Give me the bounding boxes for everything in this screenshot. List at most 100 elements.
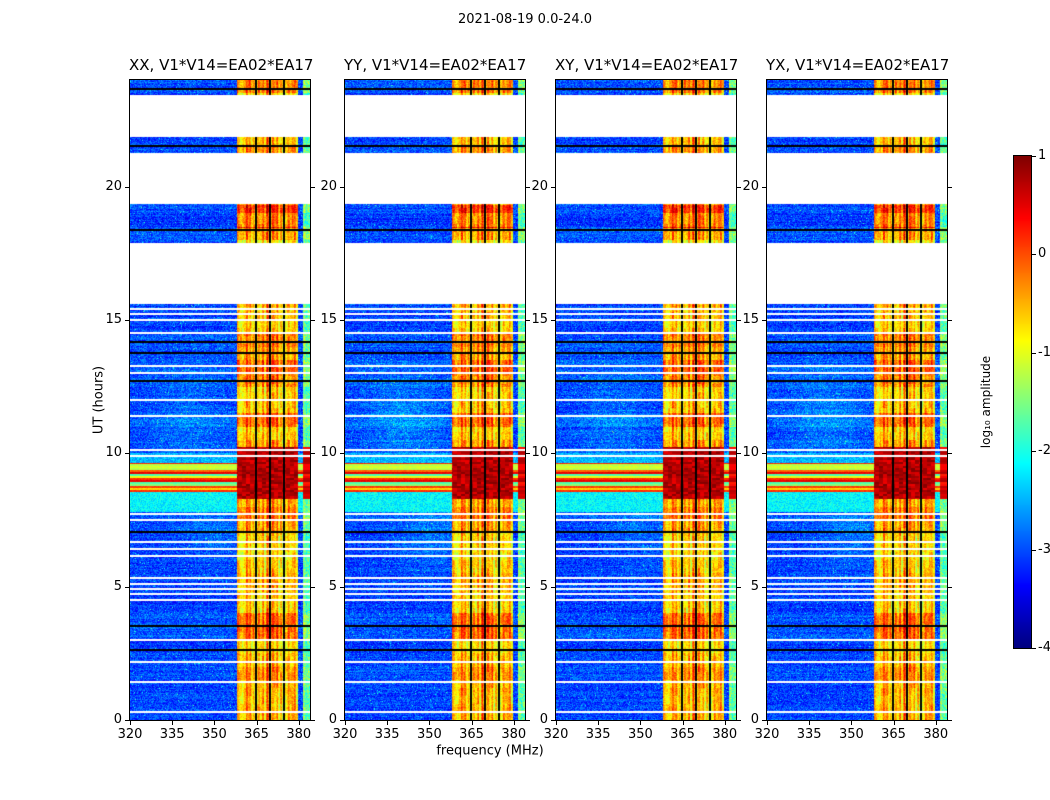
x-tick: [640, 721, 642, 725]
y-tick-label: 5: [750, 578, 759, 594]
y-tick: [551, 586, 555, 588]
y-tick: [551, 453, 555, 455]
y-tick-label: 20: [105, 178, 122, 194]
y-axis-label: UT (hours): [91, 365, 107, 435]
x-tick: [598, 721, 600, 725]
y-tick-label: 10: [105, 445, 122, 461]
x-tick-label: 380: [501, 727, 527, 742]
x-tick-label: 320: [754, 727, 780, 742]
colorbar-label: log₁₀ amplitude: [979, 355, 993, 449]
y-tick: [737, 720, 741, 721]
y-tick: [762, 186, 766, 188]
x-tick: [724, 721, 726, 725]
x-tick-label: 365: [244, 727, 269, 742]
colorbar-tick: [1032, 451, 1036, 453]
y-tick: [948, 320, 952, 321]
y-tick-label: 15: [742, 312, 759, 327]
y-tick-label: 15: [105, 312, 122, 327]
y-tick: [762, 720, 766, 721]
y-tick: [340, 453, 344, 455]
y-tick-label: 10: [320, 445, 337, 461]
x-tick-label: 380: [712, 727, 738, 742]
y-tick: [737, 186, 741, 188]
x-tick: [935, 721, 937, 725]
colorbar-tick-label: 1: [1038, 148, 1047, 163]
x-tick-label: 365: [881, 727, 906, 742]
x-axis-label: frequency (MHz): [436, 743, 544, 759]
x-tick-label: 320: [117, 727, 143, 742]
y-tick: [125, 720, 129, 721]
y-tick-label: 0: [113, 712, 122, 727]
x-tick: [893, 721, 895, 725]
x-tick: [387, 721, 389, 725]
x-tick-label: 365: [459, 727, 484, 742]
x-tick: [851, 721, 853, 725]
y-tick-label: 20: [320, 178, 337, 194]
y-tick: [311, 720, 315, 721]
x-tick: [429, 721, 431, 725]
x-tick: [214, 721, 216, 725]
y-tick: [125, 453, 129, 455]
panel-title-yy: YY, V1*V14=EA02*EA17: [344, 56, 527, 74]
colorbar-tick-label: -4: [1038, 640, 1050, 655]
x-tick-label: 320: [332, 727, 358, 742]
y-tick: [340, 320, 344, 321]
colorbar-tick-label: -2: [1038, 443, 1050, 459]
x-tick: [256, 721, 258, 725]
y-tick-label: 15: [320, 312, 337, 327]
spectrogram-panel-xx: [129, 79, 311, 721]
x-tick: [130, 721, 131, 725]
y-tick: [340, 720, 344, 721]
x-tick: [471, 721, 473, 725]
x-tick: [767, 721, 768, 725]
colorbar-tick-label: -1: [1038, 344, 1050, 360]
colorbar-tick: [1032, 352, 1036, 354]
x-tick: [172, 721, 174, 725]
figure-title: 2021-08-19 0.0-24.0: [458, 12, 592, 27]
x-tick-label: 335: [159, 727, 185, 742]
y-tick-label: 5: [113, 578, 122, 594]
spectrogram-canvas-xx: [130, 80, 310, 720]
spectrogram-canvas-yy: [345, 80, 525, 720]
x-tick: [298, 721, 300, 725]
x-tick-label: 350: [416, 727, 442, 742]
x-tick-label: 350: [201, 727, 227, 742]
y-tick: [551, 186, 555, 188]
y-tick: [526, 586, 530, 588]
y-tick-label: 20: [531, 178, 548, 194]
x-tick: [345, 721, 346, 725]
spectrogram-canvas-xy: [556, 80, 736, 720]
x-tick-label: 380: [923, 727, 949, 742]
colorbar-tick-label: 0: [1038, 246, 1047, 262]
panel-title-xx: XX, V1*V14=EA02*EA17: [129, 56, 314, 74]
y-tick: [762, 586, 766, 588]
x-tick-label: 335: [796, 727, 822, 742]
y-tick: [526, 320, 530, 321]
y-tick: [311, 453, 315, 455]
y-tick: [737, 320, 741, 321]
colorbar: [1013, 155, 1032, 649]
y-tick-label: 5: [328, 578, 337, 594]
x-tick-label: 350: [627, 727, 653, 742]
y-tick: [737, 453, 741, 455]
spectrogram-panel-xy: [555, 79, 737, 721]
colorbar-tick: [1032, 254, 1036, 256]
y-tick: [340, 186, 344, 188]
y-tick: [948, 453, 952, 455]
y-tick: [311, 320, 315, 321]
panel-title-xy: XY, V1*V14=EA02*EA17: [555, 56, 739, 74]
colorbar-tick: [1032, 549, 1036, 551]
y-tick: [551, 720, 555, 721]
y-tick: [948, 720, 952, 721]
x-tick-label: 350: [838, 727, 864, 742]
spectrogram-canvas-yx: [767, 80, 947, 720]
y-tick: [526, 453, 530, 455]
y-tick: [948, 186, 952, 188]
y-tick: [948, 586, 952, 588]
y-tick-label: 5: [539, 578, 548, 594]
colorbar-tick-label: -3: [1038, 541, 1050, 557]
x-tick: [682, 721, 684, 725]
colorbar-tick: [1032, 648, 1036, 649]
y-tick: [737, 586, 741, 588]
